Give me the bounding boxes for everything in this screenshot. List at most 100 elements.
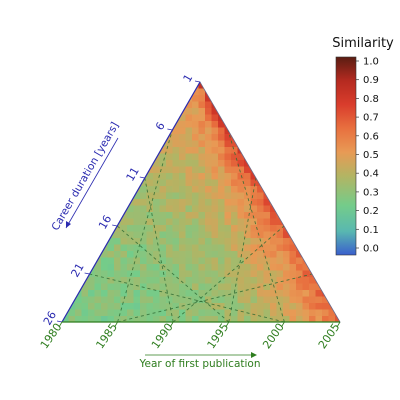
heat-cell bbox=[237, 134, 245, 141]
heat-cell bbox=[244, 316, 251, 322]
heat-cell bbox=[81, 303, 89, 310]
heat-cell bbox=[309, 218, 316, 226]
heat-cell bbox=[309, 277, 316, 284]
heat-cell bbox=[120, 147, 128, 154]
heat-cell bbox=[211, 212, 219, 219]
heat-cell bbox=[302, 179, 310, 187]
heat-cell bbox=[257, 244, 264, 252]
heat-cell bbox=[75, 82, 82, 89]
heat-cell bbox=[263, 205, 271, 213]
heat-cell bbox=[250, 309, 258, 317]
heat-cell bbox=[211, 270, 219, 278]
heat-cell bbox=[94, 127, 102, 135]
heat-cell bbox=[244, 264, 251, 271]
heat-cell bbox=[276, 199, 284, 206]
heat-cell bbox=[68, 225, 76, 232]
heat-cell bbox=[276, 225, 284, 232]
heat-cell bbox=[179, 244, 186, 252]
heat-cell bbox=[198, 225, 206, 232]
heat-cell bbox=[172, 212, 180, 219]
heat-cell bbox=[62, 134, 69, 141]
heat-cell bbox=[244, 238, 251, 245]
heat-cell bbox=[185, 316, 193, 322]
heat-cell bbox=[81, 101, 89, 109]
heat-cell bbox=[68, 283, 76, 291]
heat-cell bbox=[198, 160, 206, 167]
heat-cell bbox=[205, 114, 212, 122]
heat-cell bbox=[133, 316, 141, 322]
heat-cell bbox=[62, 179, 69, 187]
heat-cell bbox=[250, 218, 258, 226]
heat-cell bbox=[276, 179, 284, 187]
heat-cell bbox=[263, 303, 271, 310]
heat-cell bbox=[146, 134, 154, 141]
heat-cell bbox=[302, 82, 310, 89]
heat-cell bbox=[146, 82, 154, 89]
heat-cell bbox=[224, 264, 232, 271]
heat-cell bbox=[68, 238, 76, 245]
heat-cell bbox=[140, 277, 147, 284]
heat-cell bbox=[205, 101, 212, 109]
heat-cell bbox=[127, 140, 134, 148]
heat-cell bbox=[328, 160, 336, 167]
heat-cell bbox=[127, 205, 134, 213]
heat-cell bbox=[276, 309, 284, 317]
heat-cell bbox=[315, 283, 323, 291]
heat-cell bbox=[244, 231, 251, 239]
heat-cell bbox=[322, 160, 329, 167]
heat-cell bbox=[263, 108, 271, 115]
heat-cell bbox=[218, 95, 225, 102]
heat-cell bbox=[276, 88, 284, 96]
heat-cell bbox=[172, 238, 180, 245]
heat-cell bbox=[114, 108, 121, 115]
heat-cell bbox=[283, 290, 290, 297]
colorbar-ticks: 1.0 0.9 0.8 0.7 0.6 0.5 0.4 0.3 0.2 0.1 0.0 bbox=[356, 57, 379, 255]
heat-cell bbox=[179, 257, 186, 265]
heat-cell bbox=[133, 231, 141, 239]
heat-cell bbox=[127, 277, 134, 284]
heat-cell bbox=[120, 244, 128, 252]
heat-cell bbox=[257, 147, 264, 154]
heat-cell bbox=[211, 199, 219, 206]
heat-cell bbox=[94, 296, 102, 304]
heat-cell bbox=[218, 199, 225, 206]
heat-cell bbox=[127, 290, 134, 297]
heat-cell bbox=[283, 121, 290, 128]
heat-cell bbox=[140, 95, 147, 102]
heat-cell bbox=[309, 160, 316, 167]
heat-cell bbox=[237, 101, 245, 109]
heat-cell bbox=[185, 283, 193, 291]
heat-cell bbox=[244, 283, 251, 291]
heat-cell bbox=[81, 296, 89, 304]
heat-cell bbox=[328, 179, 336, 187]
heat-cell bbox=[237, 88, 245, 96]
heat-cell bbox=[140, 108, 147, 115]
heat-cell bbox=[146, 205, 154, 213]
heat-cell bbox=[237, 238, 245, 245]
heat-cell bbox=[107, 173, 115, 180]
heat-cell bbox=[322, 140, 329, 148]
heat-cell bbox=[94, 192, 102, 200]
heat-cell bbox=[211, 95, 219, 102]
heat-cell bbox=[172, 270, 180, 278]
heat-cell bbox=[153, 140, 160, 148]
heat-cell bbox=[114, 160, 121, 167]
legend-title: Similarity bbox=[332, 36, 394, 51]
heat-cell bbox=[257, 134, 264, 141]
heat-cell bbox=[75, 153, 82, 161]
heat-cell bbox=[231, 101, 238, 109]
heat-cell bbox=[257, 225, 264, 232]
heat-cell bbox=[107, 166, 115, 174]
heat-cell bbox=[153, 95, 160, 102]
heat-cell bbox=[302, 290, 310, 297]
heat-cell bbox=[322, 218, 329, 226]
heat-cell bbox=[159, 153, 167, 161]
heat-cell bbox=[159, 244, 167, 252]
heat-cell bbox=[114, 173, 121, 180]
heat-cell bbox=[211, 316, 219, 322]
heat-cell bbox=[276, 277, 284, 284]
heat-cell bbox=[127, 95, 134, 102]
heat-cell bbox=[315, 134, 323, 141]
heat-cell bbox=[224, 108, 232, 115]
heat-cell bbox=[263, 218, 271, 226]
